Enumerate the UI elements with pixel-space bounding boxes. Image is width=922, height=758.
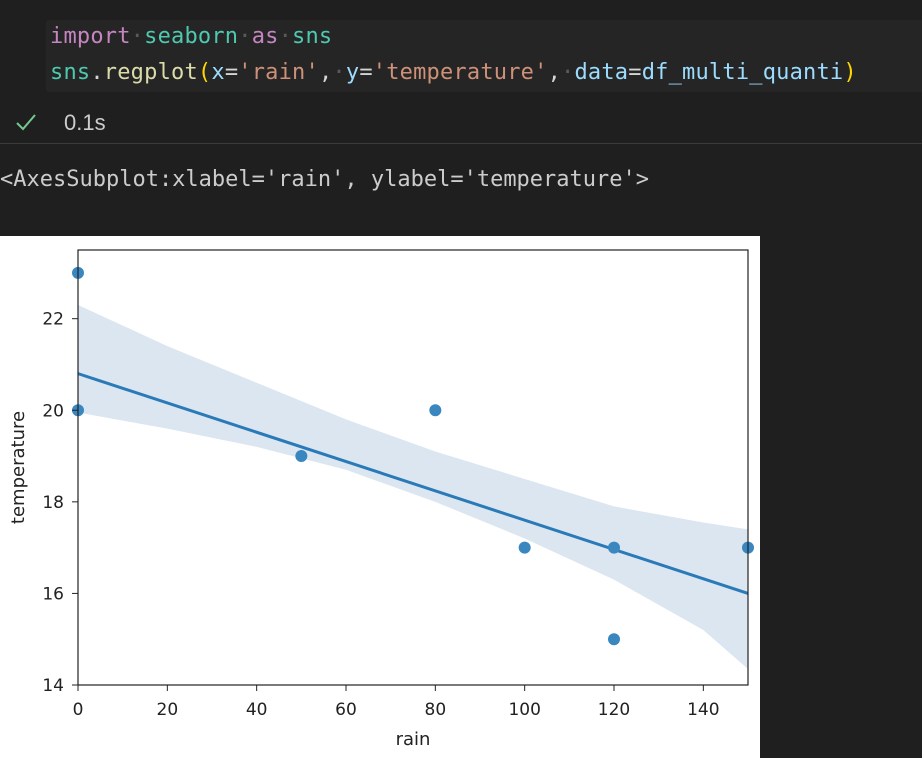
data-point <box>295 450 308 463</box>
x-tick-label: 60 <box>335 700 357 720</box>
code-editor[interactable]: import·seaborn·as·sns sns.regplot(x = 'rai… <box>46 20 922 92</box>
data-point <box>608 541 620 554</box>
code-cell[interactable]: import·seaborn·as·sns sns.regplot(x = 'rai… <box>0 0 922 101</box>
x-tick-label: 100 <box>508 700 540 720</box>
cell-status-bar: 0.1s <box>0 101 922 144</box>
code-token: sns <box>50 60 91 85</box>
data-point <box>429 404 442 417</box>
code-token: 'temperature' <box>372 60 548 85</box>
x-tick-label: 40 <box>246 700 268 720</box>
y-tick-label: 16 <box>42 584 64 604</box>
code-token: sns <box>292 24 333 49</box>
x-tick-label: 80 <box>425 700 447 720</box>
code-token: as <box>251 24 279 49</box>
data-point <box>608 633 620 646</box>
x-tick-label: 120 <box>598 700 630 720</box>
code-token: , <box>547 60 562 85</box>
code-token: . <box>90 60 104 85</box>
code-token: ) <box>843 60 857 85</box>
code-token: ( <box>197 60 212 85</box>
y-tick-label: 18 <box>42 493 64 513</box>
code-token: y <box>345 60 360 85</box>
code-line-1: import·seaborn·as·sns <box>50 24 333 49</box>
code-token: df_multi_quanti <box>641 60 844 85</box>
data-point <box>518 541 531 554</box>
regression-line <box>77 372 749 595</box>
code-token: seaborn <box>144 24 239 49</box>
code-token: x <box>211 60 225 85</box>
y-axis-label: temperature <box>8 411 29 524</box>
y-tick-label: 20 <box>42 401 64 421</box>
code-token: , <box>318 60 333 85</box>
code-line-2: sns.regplot(x='rain',·y='temperature',·d… <box>50 60 857 85</box>
cell-output-text: <AxesSubplot:xlabel='rain', ylabel='temp… <box>0 167 650 192</box>
x-axis-label: rain <box>396 729 431 750</box>
confidence-band <box>78 304 748 669</box>
regplot-chart: 0 20 40 60 80 100 120 140 14 16 18 20 22 rain temperat… <box>8 249 754 750</box>
y-tick-label: 22 <box>42 310 64 330</box>
x-tick-label: 0 <box>73 700 84 720</box>
plot-output: 0 20 40 60 80 100 120 140 14 16 18 20 22 rain temperat… <box>0 236 760 758</box>
execution-time: 0.1s <box>64 110 106 135</box>
plot-frame <box>77 249 749 686</box>
code-token: regplot <box>103 60 198 85</box>
code-token: = <box>628 60 642 85</box>
x-tick-label: 140 <box>687 700 719 720</box>
y-tick-label: 14 <box>42 676 64 696</box>
check-icon <box>16 114 36 131</box>
code-token: import <box>50 24 131 49</box>
code-token: 'rain' <box>238 60 319 85</box>
code-token: data <box>574 60 629 85</box>
x-tick-label: 20 <box>157 700 179 720</box>
